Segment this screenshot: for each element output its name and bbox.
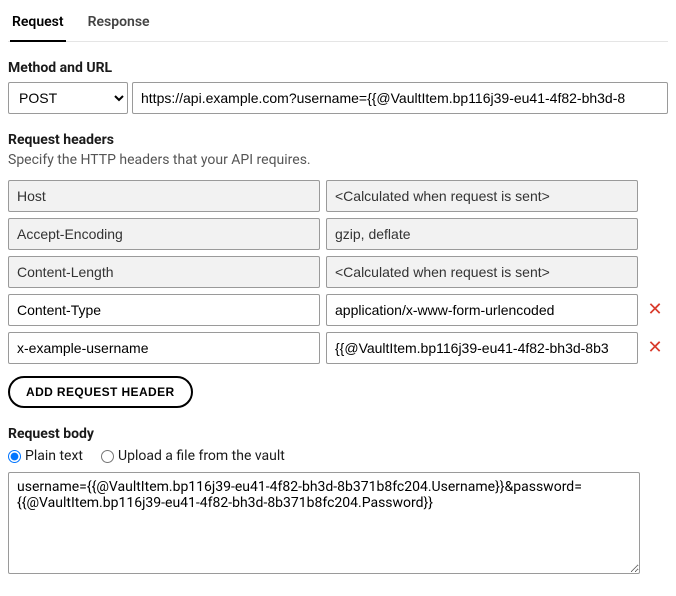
body-mode-radios: Plain text Upload a file from the vault: [8, 448, 668, 464]
header-value-input[interactable]: [326, 332, 638, 364]
header-row: ✕: [8, 294, 668, 326]
tabs: Request Response: [8, 8, 668, 42]
body-mode-plain[interactable]: Plain text: [8, 448, 83, 464]
header-value-input: [326, 256, 638, 288]
url-input[interactable]: [132, 82, 668, 114]
header-key-input: [8, 256, 320, 288]
header-value-input: [326, 180, 638, 212]
headers-list: ✕ ✕ ✕ ✕ ✕: [8, 180, 668, 364]
request-body-textarea[interactable]: [8, 472, 640, 574]
body-mode-plain-radio[interactable]: [8, 450, 21, 463]
headers-label: Request headers: [8, 132, 668, 148]
body-label: Request body: [8, 426, 668, 442]
body-mode-file-label: Upload a file from the vault: [118, 448, 285, 464]
header-row: ✕: [8, 256, 668, 288]
tab-request[interactable]: Request: [10, 8, 66, 42]
body-mode-plain-label: Plain text: [25, 448, 83, 464]
header-value-input[interactable]: [326, 294, 638, 326]
header-row: ✕: [8, 180, 668, 212]
http-method-select[interactable]: GETPOSTPUTPATCHDELETE: [8, 82, 128, 114]
header-key-input: [8, 218, 320, 250]
headers-help: Specify the HTTP headers that your API r…: [8, 152, 668, 168]
header-key-input: [8, 180, 320, 212]
header-row: ✕: [8, 332, 668, 364]
header-key-input[interactable]: [8, 294, 320, 326]
method-url-label: Method and URL: [8, 60, 668, 76]
header-row: ✕: [8, 218, 668, 250]
delete-header-icon[interactable]: ✕: [644, 301, 666, 319]
header-value-input: [326, 218, 638, 250]
body-mode-file[interactable]: Upload a file from the vault: [101, 448, 285, 464]
method-url-row: GETPOSTPUTPATCHDELETE: [8, 82, 668, 114]
delete-header-icon[interactable]: ✕: [644, 339, 666, 357]
add-request-header-button[interactable]: ADD REQUEST HEADER: [8, 376, 193, 408]
header-key-input[interactable]: [8, 332, 320, 364]
tab-response[interactable]: Response: [86, 8, 152, 42]
body-mode-file-radio[interactable]: [101, 450, 114, 463]
